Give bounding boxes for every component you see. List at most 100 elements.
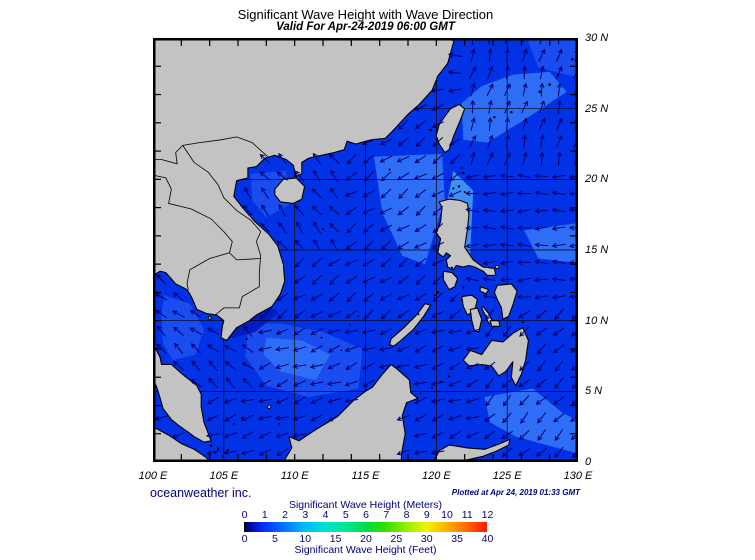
wave-direction-arrow (534, 173, 549, 179)
wave-direction-arrow (470, 99, 476, 114)
wave-height-patch (374, 153, 445, 265)
wave-direction-arrow (380, 257, 392, 268)
wave-direction-arrow (362, 362, 375, 370)
wave-direction-arrow (517, 242, 531, 248)
wave-direction-arrow (470, 82, 476, 97)
wave-direction-arrow (466, 379, 479, 388)
legend-title-feet: Significant Wave Height (Feet) (294, 544, 437, 556)
wave-direction-arrow (470, 151, 476, 166)
landmass-mindoro (442, 270, 459, 291)
wave-direction-arrow (553, 413, 565, 423)
wave-direction-arrow (487, 99, 493, 114)
wave-direction-arrow (551, 174, 566, 180)
wave-direction-arrow (310, 414, 323, 422)
wave-direction-arrow (485, 394, 495, 407)
wave-direction-arrow (482, 191, 497, 197)
wave-direction-arrow (537, 343, 547, 355)
wave-direction-arrow (292, 415, 307, 421)
wave-direction-arrow (294, 170, 305, 182)
wave-direction-arrow (395, 363, 410, 369)
wave-direction-arrow (379, 138, 393, 146)
island-dot (357, 315, 360, 318)
scale-tick: 0 (241, 509, 248, 521)
wave-direction-arrow (310, 396, 324, 404)
island-dot (439, 380, 442, 383)
wave-direction-arrow (414, 120, 427, 130)
wave-direction-arrow (380, 240, 392, 251)
wave-direction-arrow (482, 293, 497, 299)
wave-direction-arrow (449, 309, 461, 319)
wave-direction-arrow (432, 154, 444, 165)
wave-direction-arrow (448, 430, 462, 439)
wave-direction-arrow (344, 259, 358, 266)
wave-direction-arrow (556, 134, 563, 148)
wave-direction-arrow (346, 291, 357, 303)
country-border (153, 174, 261, 261)
wave-direction-arrow (327, 413, 341, 422)
wave-direction-arrow (537, 429, 546, 442)
wave-direction-arrow (447, 69, 462, 76)
wave-direction-arrow (312, 221, 322, 234)
wave-direction-arrow (519, 326, 530, 337)
wave-direction-arrow (361, 138, 376, 146)
wave-direction-arrow (502, 412, 512, 424)
wave-direction-arrow (398, 188, 409, 199)
wave-direction-arrow (534, 259, 549, 265)
wave-direction-arrow (413, 242, 427, 249)
wave-direction-arrow (241, 414, 255, 422)
island-dot (452, 187, 455, 190)
scale-tick: 10 (441, 509, 453, 521)
wave-direction-arrow (396, 345, 410, 352)
wave-direction-arrow (431, 431, 445, 439)
wave-direction-arrow (313, 169, 321, 183)
scale-tick: 40 (481, 533, 494, 545)
wave-direction-arrow (276, 171, 288, 181)
wave-direction-arrow (539, 100, 546, 114)
wave-direction-arrow (224, 361, 237, 371)
wave-direction-arrow (551, 190, 566, 196)
wave-direction-arrow (502, 325, 512, 338)
wave-direction-arrow (431, 121, 445, 128)
wave-direction-arrow (448, 190, 462, 197)
wave-direction-arrow (156, 325, 166, 337)
wave-direction-arrow (312, 152, 322, 165)
island-dot (462, 286, 465, 289)
wave-direction-arrow (363, 309, 374, 320)
wave-direction-arrow (447, 398, 462, 404)
wave-direction-arrow (413, 363, 428, 370)
island-dot (460, 167, 463, 169)
wave-direction-arrow (499, 260, 514, 266)
wave-direction-arrow (432, 205, 444, 216)
wave-direction-arrow (534, 277, 549, 283)
island-dot (320, 336, 323, 339)
wave-direction-arrow (155, 309, 168, 319)
wave-direction-arrow (485, 377, 495, 390)
wave-direction-arrow (413, 397, 427, 404)
wave-direction-arrow (328, 153, 340, 164)
wave-direction-arrow (535, 447, 548, 457)
island-dot (207, 316, 212, 320)
wave-direction-arrow (482, 242, 497, 249)
wave-direction-arrow (447, 329, 462, 335)
wave-direction-arrow (504, 83, 511, 97)
scale-tick: 0 (241, 533, 248, 545)
wave-direction-arrow (522, 48, 528, 62)
wave-direction-arrow (174, 342, 184, 355)
wave-direction-arrow (378, 346, 393, 352)
wave-direction-arrow (487, 47, 493, 63)
lon-label: 105 E (209, 470, 239, 482)
wave-direction-arrow (293, 396, 306, 405)
wave-direction-arrow (522, 117, 528, 131)
wave-direction-arrow (551, 259, 566, 265)
island-dot (232, 422, 235, 425)
wave-direction-arrow (534, 225, 549, 231)
wave-direction-arrow (431, 310, 445, 318)
island-dot (216, 447, 220, 450)
landmass-hainan (274, 177, 306, 204)
wave-direction-arrow (243, 325, 253, 337)
wave-direction-arrow (344, 380, 358, 387)
wave-direction-arrow (244, 186, 252, 200)
wave-direction-arrow (448, 138, 462, 146)
wave-direction-arrow (259, 309, 271, 320)
